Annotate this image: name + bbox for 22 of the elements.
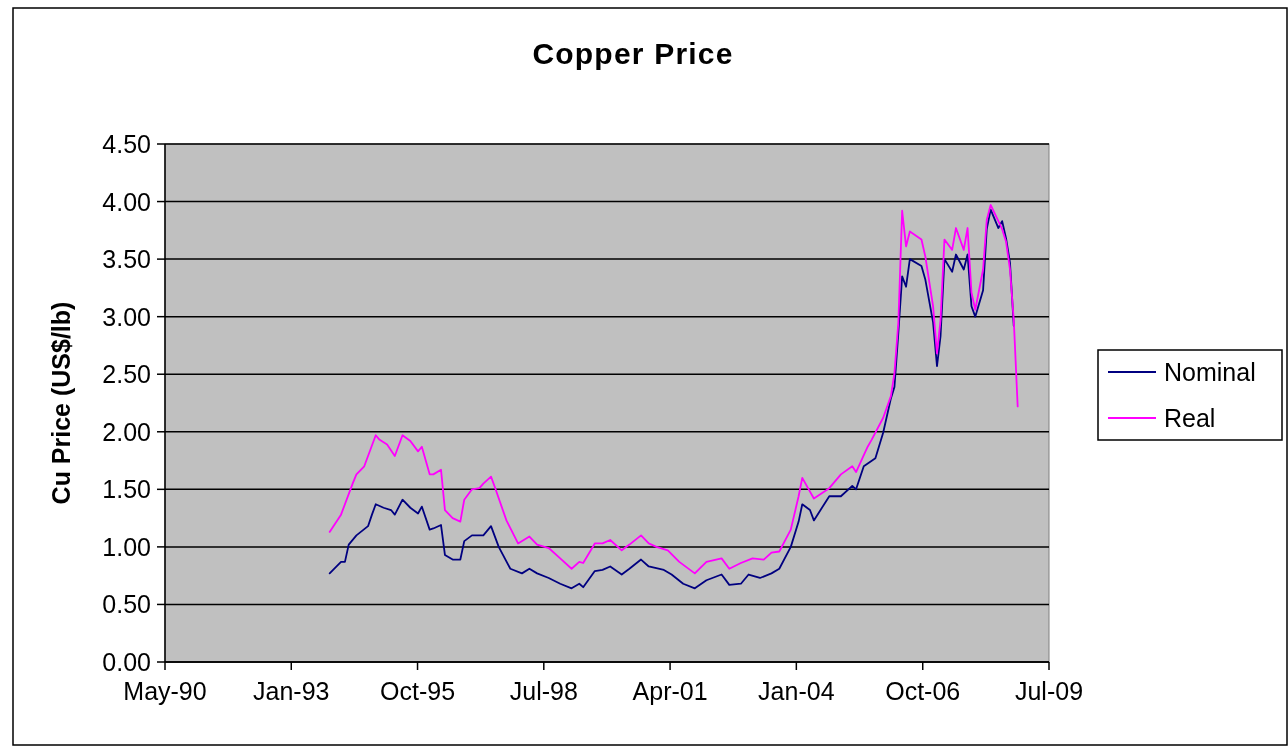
y-tick-label: 3.50 [102, 245, 151, 274]
y-tick-label: 0.50 [102, 590, 151, 619]
x-tick-label: Oct-95 [380, 677, 456, 705]
y-tick-label: 1.00 [102, 532, 151, 561]
y-tick-label: 4.00 [102, 187, 151, 216]
x-tick-label: Jul-98 [509, 677, 578, 705]
y-tick-label: 0.00 [102, 648, 151, 676]
x-tick-label: Jan-93 [253, 677, 330, 705]
y-tick-label: 2.00 [102, 417, 151, 446]
y-tick-label: 4.50 [102, 130, 151, 158]
legend-label: Real [1164, 404, 1216, 432]
x-tick-label: May-90 [123, 677, 207, 705]
x-tick-label: Jan-04 [758, 677, 835, 705]
x-tick-label: Oct-06 [885, 677, 961, 705]
y-tick-label: 2.50 [102, 360, 151, 389]
chart-title: Copper Price [532, 36, 734, 70]
x-tick-label: Apr-01 [632, 677, 708, 705]
y-tick-label: 1.50 [102, 475, 151, 504]
y-axis-title: Cu Price (US$/lb) [47, 301, 75, 505]
legend-label: Nominal [1164, 358, 1256, 386]
y-tick-label: 3.00 [102, 302, 151, 331]
x-tick-label: Jul-09 [1014, 677, 1084, 705]
